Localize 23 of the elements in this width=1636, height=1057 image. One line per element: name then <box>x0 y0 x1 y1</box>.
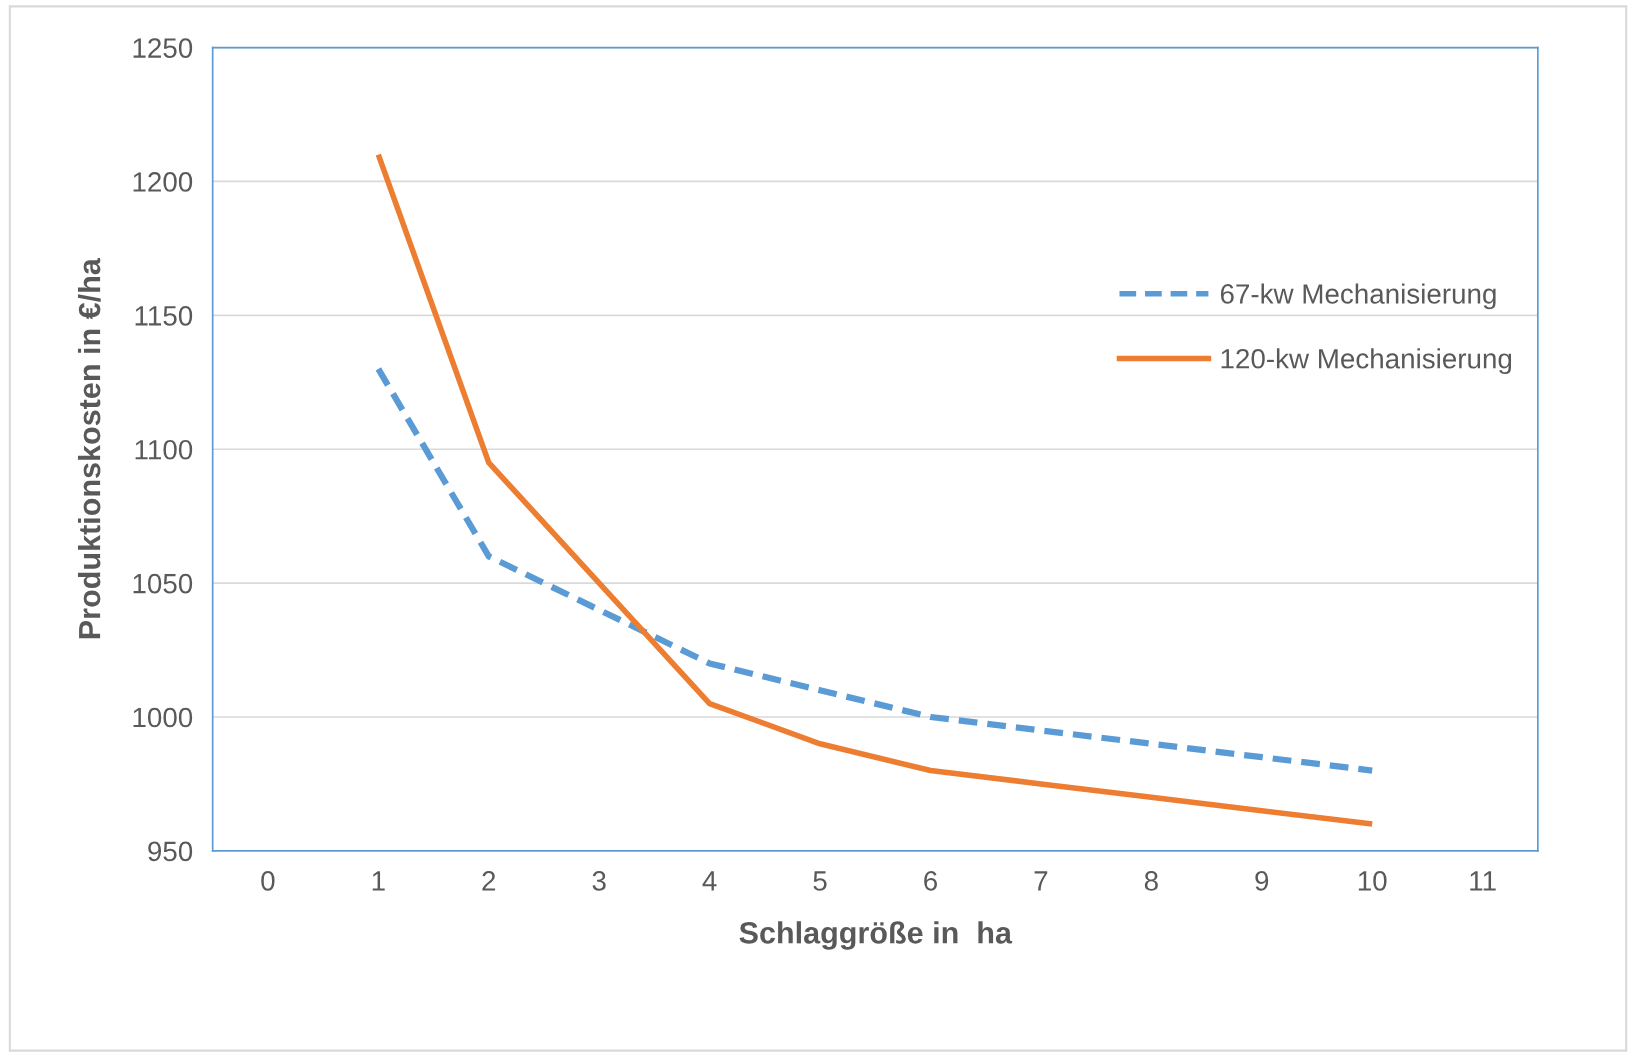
x-tick-label: 3 <box>592 871 606 891</box>
legend-label: 67-kw Mechanisierung <box>1220 283 1496 310</box>
x-tick-label: 7 <box>1034 871 1048 891</box>
y-tick-label: 1150 <box>135 306 193 326</box>
x-tick-label: 10 <box>1358 871 1387 891</box>
y-tick-label: 1100 <box>135 439 193 460</box>
y-tick-label: 950 <box>148 841 193 862</box>
x-tick-label: 8 <box>1144 871 1158 891</box>
y-tick-label: 1200 <box>133 172 193 192</box>
x-tick-label: 9 <box>1255 871 1269 891</box>
x-tick-label: 6 <box>924 871 937 891</box>
x-tick-label: 0 <box>261 871 275 891</box>
y-axis-title: Produktionskosten in €/ha <box>77 258 101 639</box>
legend-label: 120-kw Mechanisierung <box>1221 348 1512 375</box>
x-tick-label: 11 <box>1470 871 1496 891</box>
y-tick-label: 1050 <box>133 573 193 594</box>
x-tick-label: 2 <box>482 871 496 891</box>
y-tick-label: 1000 <box>133 707 193 728</box>
x-tick-label: 1 <box>372 871 385 891</box>
x-axis-title: Schlaggröße in ha <box>739 921 1013 950</box>
x-tick-label: 4 <box>702 871 717 891</box>
x-tick-label: 5 <box>813 871 827 891</box>
y-tick-label: 1250 <box>133 38 193 58</box>
